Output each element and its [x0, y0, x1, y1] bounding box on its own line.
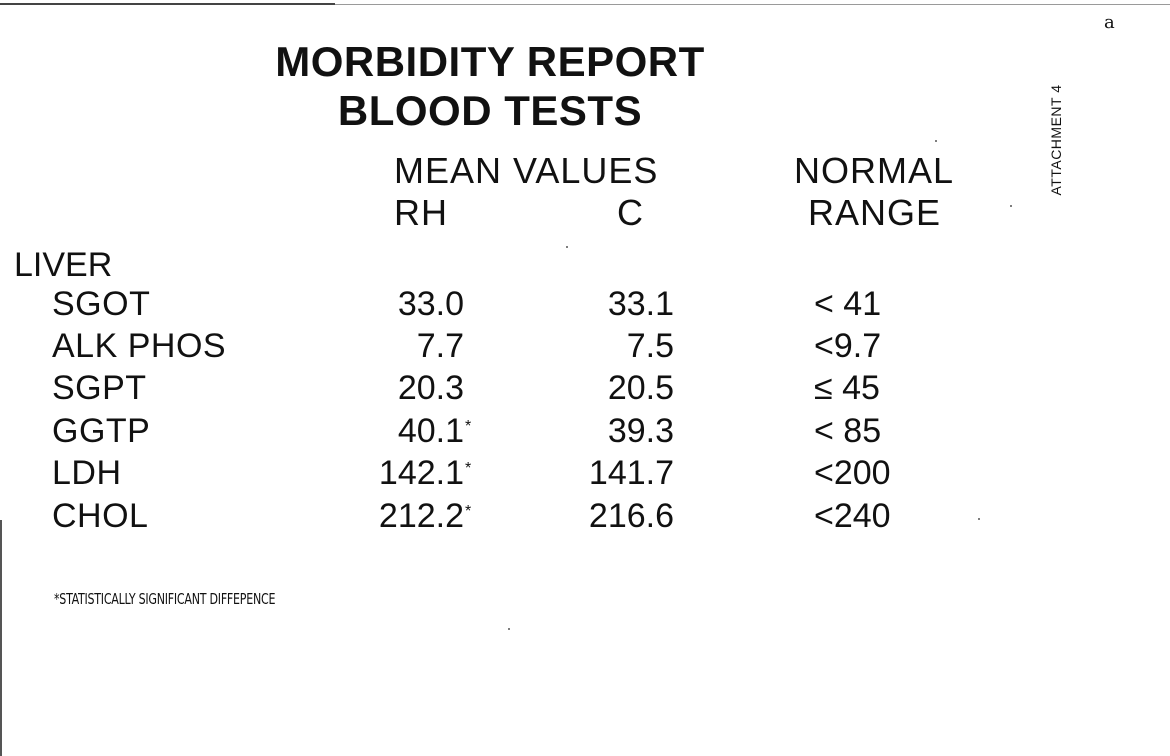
table-row: SGPT 20.3 20.5 ≤ 45 — [0, 369, 1000, 411]
scan-speck — [1010, 205, 1012, 207]
table-row: CHOL 212.2 * 216.6 <240 — [0, 497, 1000, 539]
rh-value-text: 20.3 — [397, 369, 464, 407]
c-column-header: C — [617, 192, 644, 233]
scan-speck — [935, 140, 937, 142]
rh-mean-value: 7.7 — [417, 327, 464, 366]
test-name: CHOL — [52, 497, 149, 535]
table-row: GGTP 40.1 * 39.3 < 85 — [0, 412, 1000, 454]
rh-column-header: RH — [394, 192, 448, 233]
scan-edge-top-dark — [0, 3, 335, 5]
normal-header: NORMAL — [794, 150, 955, 191]
c-mean-value: 141.7 — [588, 454, 674, 492]
liver-section-label: LIVER — [14, 246, 113, 284]
normal-range-value: <9.7 — [814, 327, 882, 365]
table-row: SGOT 33.0 33.1 < 41 — [0, 285, 1000, 327]
rh-value-text: 33.0 — [397, 285, 464, 323]
normal-range-value: <240 — [814, 497, 891, 535]
rh-value-text: 142.1 — [378, 454, 464, 492]
test-name: LDH — [52, 454, 122, 492]
report-subtitle: BLOOD TESTS — [337, 87, 643, 134]
rh-mean-value: 20.3 — [398, 369, 464, 408]
normal-range-value: <200 — [814, 454, 891, 492]
rh-value-text: 7.7 — [416, 327, 464, 365]
table-row: ALK PHOS 7.7 7.5 <9.7 — [0, 327, 1000, 369]
range-header: RANGE — [808, 192, 942, 233]
scan-speck — [978, 518, 980, 520]
rh-mean-value: 142.1 * — [378, 454, 471, 493]
normal-range-value: ≤ 45 — [814, 369, 880, 407]
table-row: LDH 142.1 * 141.7 <200 — [0, 454, 1000, 496]
rh-value-text: 40.1 — [397, 412, 464, 450]
scan-edge-left — [0, 520, 2, 756]
mean-values-header: MEAN VALUES — [394, 150, 659, 191]
attachment-label: ATTACHMENT 4 — [1048, 84, 1064, 196]
c-mean-value: 39.3 — [607, 412, 674, 450]
test-name: GGTP — [52, 412, 151, 450]
rh-value-text: 212.2 — [378, 497, 464, 535]
significance-marker: * — [465, 460, 472, 477]
c-mean-value: 33.1 — [607, 285, 674, 323]
scan-speck — [566, 246, 568, 248]
test-name: SGOT — [52, 285, 151, 323]
c-mean-value: 20.5 — [607, 369, 674, 407]
significance-marker: * — [465, 418, 472, 435]
scan-speck — [508, 628, 510, 630]
report-title: MORBIDITY REPORT — [275, 38, 705, 85]
test-name: SGPT — [52, 369, 147, 407]
footnote: *STATISTICALLY SIGNIFICANT DIFFEPENCE — [54, 590, 276, 608]
rh-mean-value: 40.1 * — [397, 412, 471, 451]
c-mean-value: 7.5 — [626, 327, 674, 365]
normal-range-value: < 41 — [814, 285, 882, 323]
scan-edge-top — [0, 4, 1170, 5]
c-mean-value: 216.6 — [588, 497, 674, 535]
normal-range-value: < 85 — [814, 412, 882, 450]
rh-mean-value: 33.0 — [398, 285, 464, 324]
rh-mean-value: 212.2 * — [378, 497, 471, 536]
significance-marker: * — [465, 503, 472, 520]
corner-handwritten-mark: a — [1104, 12, 1115, 33]
test-name: ALK PHOS — [52, 327, 227, 365]
